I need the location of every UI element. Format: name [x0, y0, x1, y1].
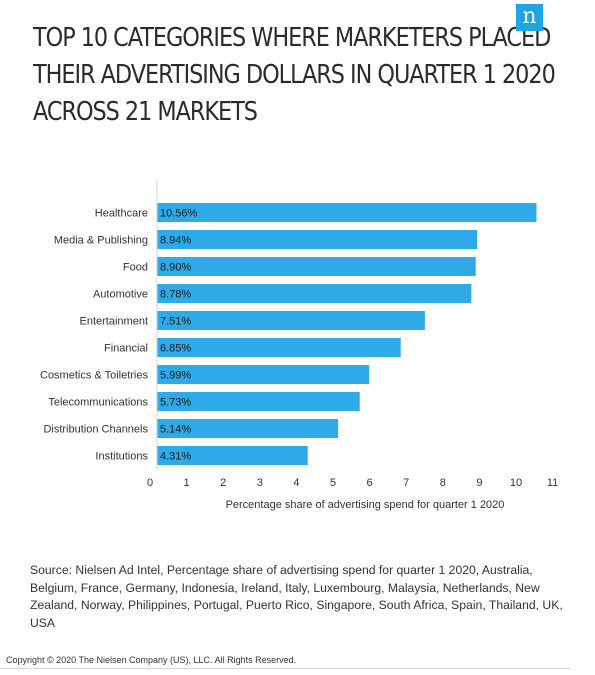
nielsen-logo: n: [516, 4, 543, 31]
bar-institutions: [157, 446, 308, 465]
bar-distribution-channels: [157, 419, 339, 438]
x-tick-label-8: 8: [440, 477, 446, 489]
x-tick-label-1: 1: [184, 477, 190, 489]
value-label-automotive: 8.78%: [160, 289, 191, 301]
value-label-cosmetics-toiletries: 5.99%: [160, 370, 191, 382]
copyright-text: Copyright © 2020 The Nielsen Company (US…: [6, 655, 297, 665]
category-label-institutions: Institutions: [95, 451, 148, 463]
category-label-cosmetics-toiletries: Cosmetics & Toiletries: [40, 370, 148, 382]
x-tick-label-4: 4: [293, 477, 299, 489]
footer-divider: [0, 668, 570, 669]
category-labels: Healthcare Media & Publishing Food Automoti…: [40, 208, 148, 463]
title-line-2: THEIR ADVERTISING DOLLARS IN QUARTER 1 2…: [33, 60, 556, 90]
category-label-entertainment: Entertainment: [80, 316, 148, 328]
title-line-1: TOP 10 CATEGORIES WHERE MARKETERS PLACED: [33, 23, 551, 53]
value-label-institutions: 4.31%: [160, 451, 191, 463]
value-label-telecommunications: 5.73%: [160, 397, 191, 409]
value-label-distribution-channels: 5.14%: [160, 424, 191, 436]
chart-title: TOP 10 CATEGORIES WHERE MARKETERS PLACED…: [33, 20, 556, 131]
category-label-media-publishing: Media & Publishing: [54, 235, 148, 247]
category-label-healthcare: Healthcare: [95, 208, 148, 220]
bar-healthcare: [157, 203, 537, 222]
category-label-food: Food: [123, 262, 148, 274]
value-label-entertainment: 7.51%: [160, 316, 191, 328]
category-label-financial: Financial: [104, 343, 148, 355]
x-tick-label-5: 5: [330, 477, 336, 489]
x-tick-label-0: 0: [147, 477, 153, 489]
bar-entertainment: [157, 311, 425, 330]
x-tick-label-2: 2: [220, 477, 226, 489]
x-axis-ticks: 0 1 2 3 4 5 6 7 8 9 10 11: [147, 477, 558, 489]
bar-automotive: [157, 284, 472, 303]
value-labels: 10.56% 8.94% 8.90% 8.78% 7.51% 6.85% 5.99% 5.73…: [160, 208, 198, 463]
category-label-telecommunications: Telecommunications: [48, 397, 148, 409]
bar-food: [157, 257, 476, 276]
bar-media-publishing: [157, 230, 478, 249]
x-tick-label-6: 6: [367, 477, 373, 489]
bars-layer: [157, 203, 537, 465]
value-label-healthcare: 10.56%: [160, 208, 198, 220]
bar-chart-svg: Healthcare Media & Publishing Food Automoti…: [40, 180, 558, 511]
bar-chart: Healthcare Media & Publishing Food Automoti…: [0, 170, 595, 515]
title-line-3: ACROSS 21 MARKETS: [33, 97, 258, 127]
bar-cosmetics-toiletries: [157, 365, 370, 384]
bar-telecommunications: [157, 392, 360, 411]
x-tick-label-9: 9: [476, 477, 482, 489]
source-note: Source: Nielsen Ad Intel, Percentage sha…: [30, 563, 563, 630]
value-label-financial: 6.85%: [160, 343, 191, 355]
x-tick-label-7: 7: [403, 477, 409, 489]
bar-financial: [157, 338, 401, 357]
x-axis-title: Percentage share of advertising spend fo…: [226, 499, 505, 511]
value-label-food: 8.90%: [160, 262, 191, 274]
value-label-media-publishing: 8.94%: [160, 235, 191, 247]
category-label-distribution-channels: Distribution Channels: [43, 424, 148, 436]
x-tick-label-10: 10: [510, 477, 522, 489]
x-tick-label-11: 11: [547, 477, 558, 489]
category-label-automotive: Automotive: [93, 289, 148, 301]
x-tick-label-3: 3: [257, 477, 263, 489]
